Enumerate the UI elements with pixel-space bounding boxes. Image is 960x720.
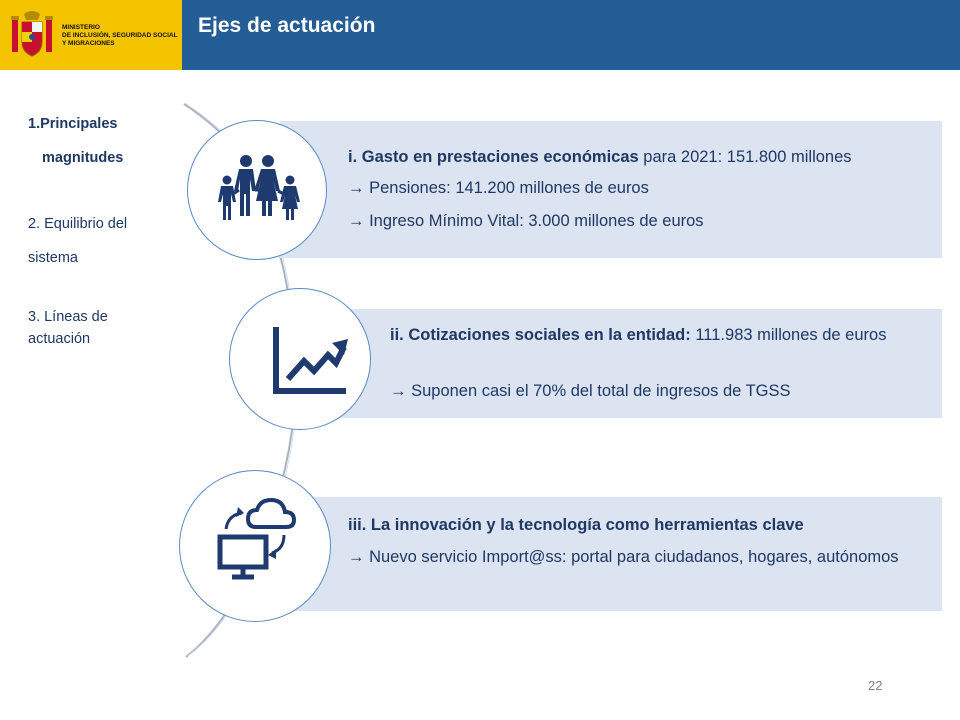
page-title: Ejes de actuación <box>198 14 376 37</box>
sidebar-item-equilibrio[interactable]: 2. Equilibrio del <box>28 216 128 232</box>
cloud-computer-icon <box>217 497 297 580</box>
axis-circle-2 <box>229 288 371 430</box>
ministry-logo: MINISTERIO DE INCLUSIÓN, SEGURIDAD SOCIA… <box>0 0 182 70</box>
family-icon <box>218 155 300 220</box>
axis-band-2 <box>318 309 942 418</box>
sidebar-item-principales[interactable]: 1.Principales <box>28 116 118 132</box>
sidebar-item-lineas-cont[interactable]: actuación <box>28 331 91 347</box>
axis-3-heading: iii. La innovación y la tecnología como … <box>348 516 804 534</box>
header-bar: MINISTERIO DE INCLUSIÓN, SEGURIDAD SOCIA… <box>0 0 960 70</box>
arrow-right-icon: → <box>348 548 365 566</box>
axis-circle-3 <box>179 470 331 622</box>
arrow-right-icon: → <box>348 212 365 230</box>
axis-3-heading-line: iii. La innovación y la tecnología como … <box>348 513 928 537</box>
axis-2-heading-line: ii. Cotizaciones sociales en la entidad:… <box>390 323 925 347</box>
ministry-name: MINISTERIO DE INCLUSIÓN, SEGURIDAD SOCIA… <box>62 24 178 47</box>
page-number: 22 <box>868 678 883 693</box>
sidebar-item-equilibrio-cont[interactable]: sistema <box>28 250 78 266</box>
coat-of-arms-icon <box>11 11 53 57</box>
axis-1-bullet-2: → Ingreso Mínimo Vital: 3.000 millones d… <box>348 212 704 230</box>
growth-chart-icon <box>273 327 348 394</box>
axis-band-1 <box>280 121 942 258</box>
axis-2-heading-rest: 111.983 millones de euros <box>690 326 887 344</box>
axis-1-heading-rest: para 2021: 151.800 millones <box>638 148 852 166</box>
axis-band-3 <box>280 497 942 611</box>
axis-1-heading-line: i. Gasto en prestaciones económicas para… <box>348 145 928 169</box>
arrow-right-icon: → <box>348 179 365 197</box>
sidebar-item-principales-cont[interactable]: magnitudes <box>42 150 124 166</box>
axis-2-bullet-1: → Suponen casi el 70% del total de ingre… <box>390 382 791 400</box>
title-bar: Ejes de actuación <box>182 0 960 70</box>
arrow-right-icon: → <box>390 382 407 400</box>
axis-circle-1 <box>187 120 327 260</box>
axis-3-bullet-1: → Nuevo servicio Import@ss: portal para … <box>348 548 899 566</box>
axis-1-bullet-1: → Pensiones: 141.200 millones de euros <box>348 179 649 197</box>
axis-1-heading: i. Gasto en prestaciones económicas <box>348 148 639 166</box>
axis-2-heading: ii. Cotizaciones sociales en la entidad: <box>390 326 691 344</box>
sidebar-item-lineas[interactable]: 3. Líneas de <box>28 309 108 325</box>
